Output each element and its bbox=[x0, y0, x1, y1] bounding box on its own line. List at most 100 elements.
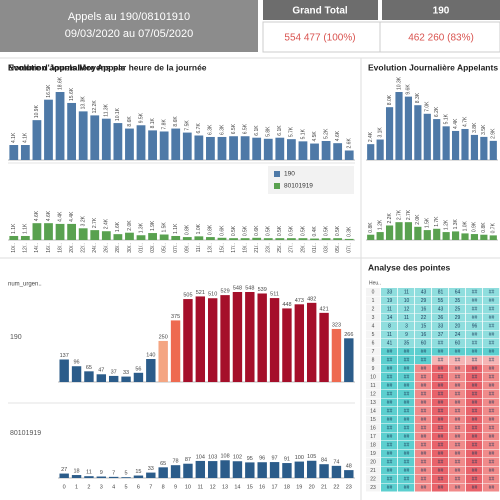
bar bbox=[183, 299, 193, 382]
row-header bbox=[366, 475, 380, 483]
heat-cell-text: ## bbox=[387, 349, 393, 355]
x-tick-label: 20 bbox=[309, 484, 315, 490]
heat-cell bbox=[483, 322, 500, 330]
data-label: 1.0K bbox=[196, 223, 202, 234]
heat-cell bbox=[449, 475, 466, 483]
data-label: 323 bbox=[332, 322, 341, 328]
heat-cell bbox=[432, 475, 449, 483]
heat-cell-text: ## bbox=[438, 409, 444, 415]
heat-cell bbox=[483, 381, 500, 390]
heat-cell-text: ## bbox=[387, 417, 393, 423]
heat-cell bbox=[432, 449, 449, 458]
data-label: 8.6K bbox=[173, 116, 179, 127]
bar bbox=[245, 292, 255, 382]
heat-cell bbox=[466, 483, 483, 492]
data-label: 0.5K bbox=[277, 225, 283, 236]
heat-cell bbox=[398, 347, 415, 356]
data-label: 2.2K bbox=[387, 213, 393, 224]
heat-cell bbox=[466, 458, 483, 466]
data-label: 0.5K bbox=[231, 225, 237, 236]
heat-cell bbox=[483, 296, 500, 305]
x-tick-label: 07/.. bbox=[173, 243, 179, 253]
x-tick-label: 5 bbox=[125, 484, 128, 490]
heat-cell bbox=[483, 339, 500, 347]
heat-cell-text: ## bbox=[489, 485, 495, 491]
heat-cell bbox=[449, 347, 466, 356]
heat-cell bbox=[466, 398, 483, 407]
data-label: 9 bbox=[100, 470, 103, 476]
bar bbox=[194, 236, 204, 240]
heat-cell bbox=[415, 364, 432, 373]
heat-cell-text: ## bbox=[455, 400, 461, 406]
heat-cell-text: ## bbox=[404, 375, 410, 381]
heat-cell-text: ## bbox=[438, 349, 444, 355]
bar bbox=[90, 230, 100, 240]
bar bbox=[294, 461, 305, 478]
bar bbox=[344, 238, 354, 240]
header-title: Appels au 190/08101910 bbox=[68, 11, 190, 23]
heat-cell-text: ## bbox=[472, 332, 478, 338]
heat-cell-text: ## bbox=[455, 375, 461, 381]
heat-cell-text: 14 bbox=[387, 315, 393, 321]
row-header bbox=[366, 398, 380, 407]
heat-cell-text: ## bbox=[387, 434, 393, 440]
heat-cell-text: 11 bbox=[387, 332, 392, 338]
heat-cell-text: ## bbox=[489, 349, 495, 355]
row-header bbox=[366, 458, 380, 466]
heat-cell bbox=[398, 398, 415, 407]
row-header bbox=[366, 364, 380, 373]
heat-cell bbox=[483, 356, 500, 364]
heat-cell-text: ## bbox=[489, 341, 495, 347]
data-label: 3.2K bbox=[81, 215, 87, 226]
heat-cell bbox=[466, 373, 483, 381]
legend-label: 190 bbox=[284, 171, 295, 178]
x-tick-label: 09/.. bbox=[185, 243, 191, 253]
bar bbox=[96, 476, 107, 478]
data-label: 1.0K bbox=[462, 220, 468, 231]
heat-cell-text: ## bbox=[489, 434, 495, 440]
data-label: 9.6K bbox=[406, 84, 412, 95]
data-label: 6.1K bbox=[254, 125, 260, 136]
bar bbox=[67, 102, 77, 160]
row-label: 21 bbox=[370, 468, 376, 474]
data-label: 84 bbox=[321, 458, 327, 464]
x-tick-label: 3 bbox=[100, 484, 103, 490]
heat-cell-text: ## bbox=[438, 417, 444, 423]
bar bbox=[310, 238, 319, 240]
data-label: 1.2K bbox=[443, 219, 449, 230]
row-header bbox=[366, 347, 380, 356]
heat-cell bbox=[466, 313, 483, 322]
data-label: 3.5K bbox=[481, 124, 487, 135]
row-label: 5 bbox=[372, 332, 375, 338]
heat-cell-text: ## bbox=[489, 315, 495, 321]
heat-cell-text: 16 bbox=[421, 307, 427, 313]
row-label: 20 bbox=[370, 460, 376, 466]
heatmap-title: Analyse des pointes bbox=[368, 262, 450, 272]
heat-cell bbox=[381, 339, 398, 347]
heat-cell bbox=[449, 330, 466, 339]
bar bbox=[252, 237, 262, 240]
data-label: 8.0K bbox=[387, 94, 393, 105]
data-label: 0.8K bbox=[185, 224, 191, 235]
heat-cell-text: ## bbox=[387, 366, 393, 372]
data-label: 2.4K bbox=[104, 218, 110, 229]
heat-cell bbox=[432, 356, 449, 364]
bar bbox=[470, 234, 479, 240]
x-tick-label: 11/.. bbox=[196, 243, 202, 252]
bar bbox=[263, 138, 273, 160]
data-label: 548 bbox=[245, 285, 254, 291]
data-label: 37 bbox=[111, 369, 117, 375]
heat-cell-text: ## bbox=[387, 485, 393, 491]
data-label: 4.4K bbox=[57, 211, 63, 222]
heat-cell bbox=[415, 305, 432, 313]
heat-cell bbox=[415, 475, 432, 483]
heat-cell bbox=[381, 296, 398, 305]
x-tick-label: 03/.. bbox=[150, 243, 156, 253]
bar bbox=[84, 371, 94, 382]
bar bbox=[146, 359, 156, 382]
bar bbox=[220, 295, 230, 382]
heat-cell-text: 43 bbox=[438, 307, 444, 313]
heat-cell bbox=[398, 381, 415, 390]
heat-cell bbox=[415, 458, 432, 466]
data-label: 96 bbox=[259, 456, 265, 462]
